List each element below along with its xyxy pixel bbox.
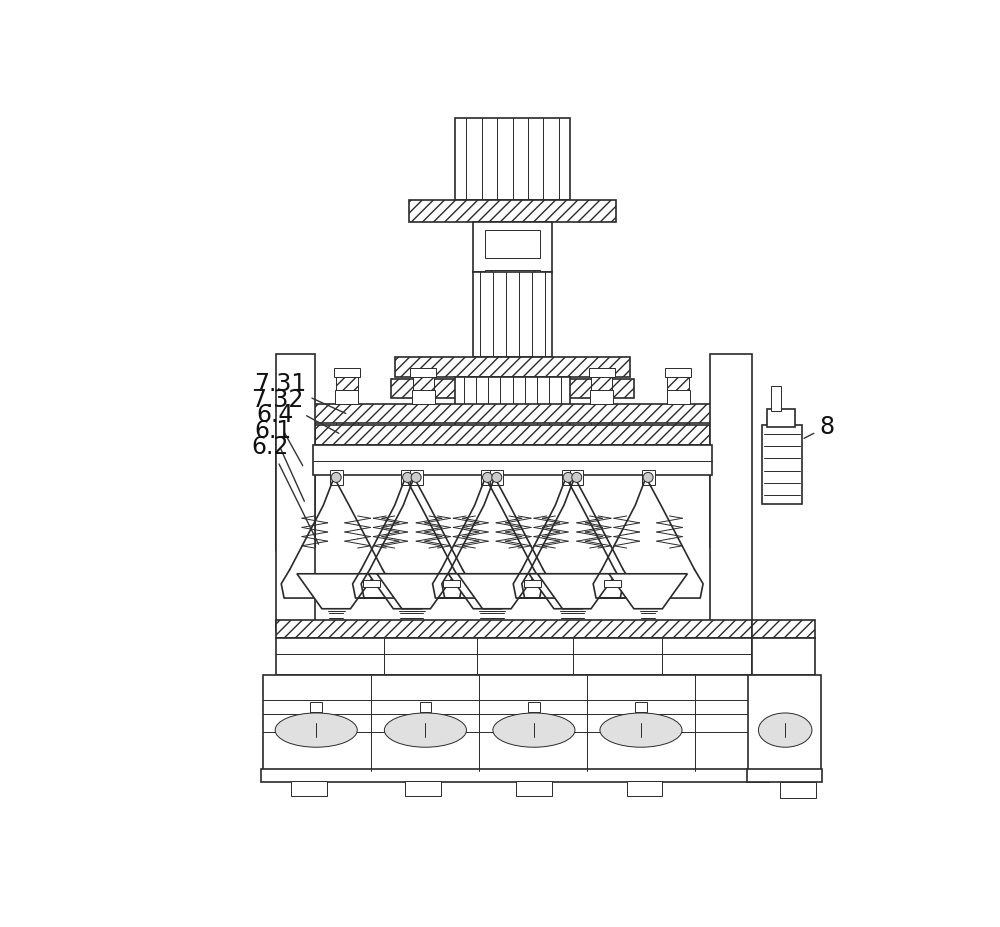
Bar [413,375,434,457]
Bar [291,781,327,796]
Circle shape [492,473,502,482]
Bar [752,620,815,638]
Polygon shape [609,574,687,609]
Bar [401,470,414,485]
Circle shape [411,473,421,482]
Bar [780,782,816,798]
Polygon shape [458,574,536,609]
Bar [410,368,436,376]
Bar [752,638,815,675]
Text: 6.2: 6.2 [252,435,319,544]
Bar [570,470,583,485]
Polygon shape [297,574,375,609]
Text: 8: 8 [804,414,834,438]
Bar [473,272,552,358]
Bar [261,769,769,782]
Bar [710,422,730,547]
Bar [730,423,750,551]
Text: 6.4: 6.4 [256,403,303,465]
Circle shape [331,473,341,482]
Bar [443,580,460,588]
Bar [604,580,621,588]
Bar [485,271,540,281]
Ellipse shape [275,713,357,747]
Bar [591,375,612,457]
Bar [330,470,343,485]
Circle shape [483,473,493,482]
Ellipse shape [600,713,682,747]
Bar [334,368,360,376]
Ellipse shape [384,713,466,747]
Bar [589,368,615,376]
Bar [642,470,655,485]
Polygon shape [529,574,607,609]
Ellipse shape [493,713,575,747]
Bar [516,781,552,796]
Polygon shape [448,574,527,609]
Ellipse shape [758,713,812,747]
Bar [290,425,735,445]
Bar [276,423,296,551]
Bar [635,702,647,712]
Bar [748,675,821,771]
Bar [336,375,358,457]
Bar [667,389,690,404]
Bar [481,470,494,485]
Bar [667,375,689,457]
Text: 7.31: 7.31 [254,372,346,413]
Bar [263,675,767,771]
Bar [310,702,322,712]
Bar [295,422,315,547]
Bar [767,409,795,426]
Bar [276,620,752,638]
Bar [665,368,691,376]
Bar [335,389,358,404]
Text: 6.1: 6.1 [254,419,304,502]
Polygon shape [537,574,616,609]
Circle shape [643,473,653,482]
Polygon shape [377,574,455,609]
Bar [455,119,570,200]
Bar [395,358,630,376]
Bar [420,702,431,712]
Bar [405,781,441,796]
Bar [627,781,662,796]
Bar [762,425,802,504]
Bar [485,231,540,258]
Bar [524,580,541,588]
Bar [276,638,752,675]
Bar [363,580,380,588]
Bar [295,404,730,423]
Circle shape [563,473,573,482]
Bar [528,702,540,712]
Bar [276,354,315,632]
Bar [562,470,575,485]
Circle shape [572,473,582,482]
Bar [490,470,503,485]
Polygon shape [368,574,447,609]
Circle shape [403,473,413,482]
Bar [747,769,822,782]
Bar [410,470,423,485]
Bar [313,445,712,476]
Text: 7.32: 7.32 [251,387,339,433]
Bar [473,222,552,272]
Bar [710,354,752,632]
Bar [771,386,781,411]
Bar [412,389,435,404]
Bar [455,376,570,464]
Bar [391,379,634,399]
Bar [590,389,613,404]
Bar [409,200,616,222]
